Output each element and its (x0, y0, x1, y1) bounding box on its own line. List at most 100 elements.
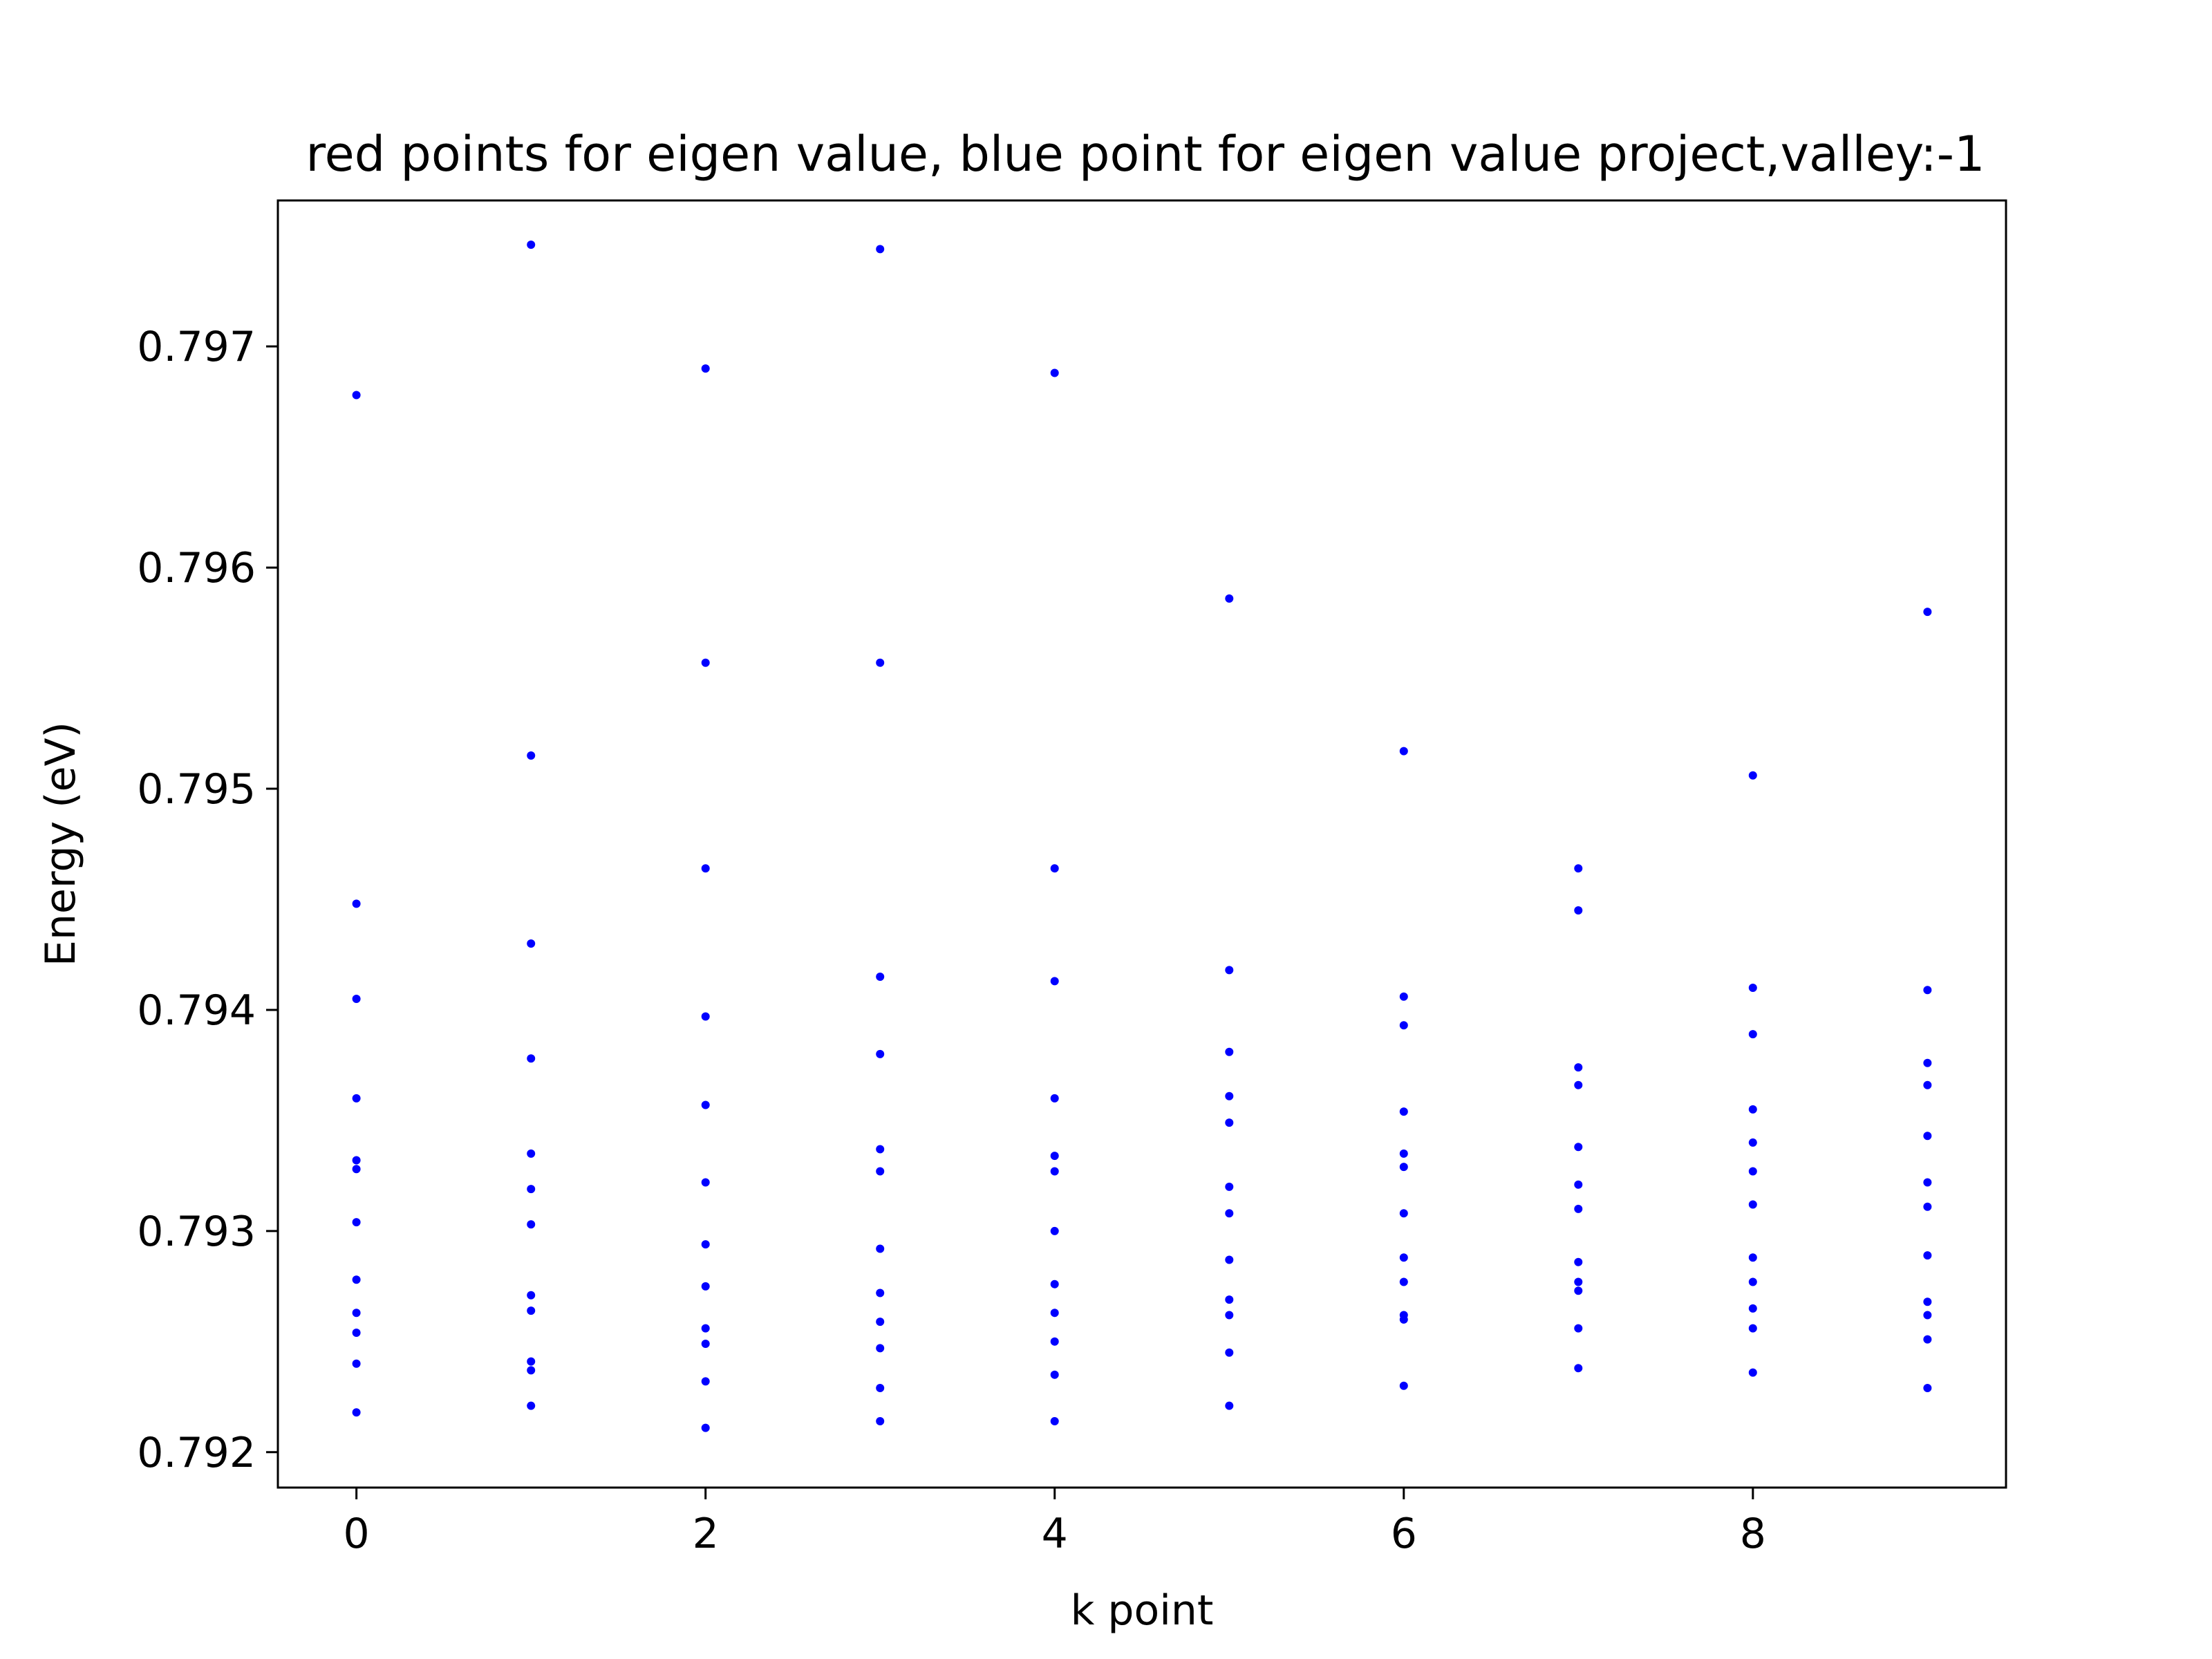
data-point (1225, 1091, 1234, 1100)
data-point (1225, 1118, 1234, 1127)
chart-title: red points for eigen value, blue point f… (306, 126, 1985, 182)
data-point (352, 1329, 361, 1337)
data-point (1923, 1080, 1932, 1089)
x-axis-ticks: 0 2 4 6 8 (344, 1488, 1766, 1558)
data-point (1923, 1178, 1932, 1187)
data-point (1399, 1163, 1408, 1172)
data-point (876, 1318, 885, 1327)
data-point (527, 1291, 536, 1300)
data-point (1574, 1180, 1583, 1189)
data-point (876, 658, 885, 667)
data-point (876, 1167, 885, 1176)
data-point (1225, 1047, 1234, 1056)
data-point (1399, 992, 1408, 1001)
data-point (701, 1012, 710, 1021)
data-point (527, 1054, 536, 1063)
data-point (1225, 594, 1234, 603)
data-point (1399, 1209, 1408, 1218)
data-point (701, 1178, 710, 1187)
y-axis-label: Energy (eV) (37, 722, 85, 966)
data-point (701, 1240, 710, 1249)
data-point (1225, 1311, 1234, 1320)
data-point (352, 1408, 361, 1417)
data-point (876, 245, 885, 254)
data-point (1923, 1202, 1932, 1211)
data-point (1050, 864, 1059, 873)
data-point (1050, 1309, 1059, 1318)
data-point (352, 1218, 361, 1227)
data-point (527, 1366, 536, 1375)
x-tick-label: 2 (693, 1510, 719, 1558)
y-tick-label: 0.795 (137, 765, 256, 814)
data-point (1399, 1277, 1408, 1286)
data-point (527, 241, 536, 249)
data-point (1574, 1324, 1583, 1333)
data-point (701, 1324, 710, 1333)
data-point (1574, 1143, 1583, 1152)
data-point (1923, 1251, 1932, 1260)
data-point (1399, 747, 1408, 756)
data-point (701, 1377, 710, 1386)
data-point (876, 1244, 885, 1253)
data-point (876, 1288, 885, 1297)
data-point (1050, 368, 1059, 377)
data-point (1748, 1138, 1757, 1147)
data-point (1748, 1167, 1757, 1176)
data-point (1399, 1253, 1408, 1262)
y-tick-label: 0.796 (137, 544, 256, 592)
data-point (1574, 864, 1583, 873)
data-points (352, 241, 1932, 1432)
data-point (701, 864, 710, 873)
data-point (1225, 1295, 1234, 1304)
data-point (1748, 1253, 1757, 1262)
data-point (1050, 1152, 1059, 1161)
data-point (1748, 1200, 1757, 1209)
data-point (352, 391, 361, 400)
data-point (1923, 1335, 1932, 1344)
data-point (701, 1423, 710, 1432)
data-point (527, 1149, 536, 1158)
data-point (1748, 1105, 1757, 1114)
data-point (1748, 984, 1757, 992)
data-point (527, 1357, 536, 1366)
data-point (1225, 1182, 1234, 1191)
data-point (1399, 1107, 1408, 1116)
data-point (1050, 1337, 1059, 1346)
data-point (1923, 1058, 1932, 1067)
y-tick-label: 0.797 (137, 323, 256, 371)
data-point (1923, 1384, 1932, 1392)
data-point (1748, 1030, 1757, 1039)
data-point (876, 1344, 885, 1353)
data-point (1050, 1094, 1059, 1103)
data-point (701, 364, 710, 373)
plot-frame (276, 199, 2007, 1489)
data-point (1748, 771, 1757, 780)
y-tick-label: 0.792 (137, 1429, 256, 1477)
data-point (1748, 1324, 1757, 1333)
data-point (701, 1340, 710, 1348)
data-point (1574, 1257, 1583, 1266)
data-point (1050, 1417, 1059, 1425)
data-point (701, 1282, 710, 1291)
data-point (1399, 1381, 1408, 1390)
data-point (1399, 1315, 1408, 1324)
data-point (1574, 1364, 1583, 1373)
data-point (1574, 1204, 1583, 1213)
x-axis-label: k point (1071, 1586, 1214, 1635)
data-point (1050, 1226, 1059, 1235)
y-tick-label: 0.794 (137, 986, 256, 1035)
data-point (1399, 1021, 1408, 1030)
data-point (352, 1156, 361, 1165)
data-point (1923, 1311, 1932, 1320)
data-point (876, 1049, 885, 1058)
data-point (1225, 1255, 1234, 1264)
data-point (352, 995, 361, 1003)
data-point (876, 1384, 885, 1392)
data-point (1748, 1304, 1757, 1313)
data-point (876, 1145, 885, 1154)
data-point (876, 1417, 885, 1425)
data-point (1399, 1149, 1408, 1158)
x-tick-label: 6 (1391, 1510, 1417, 1558)
data-point (1923, 1297, 1932, 1306)
